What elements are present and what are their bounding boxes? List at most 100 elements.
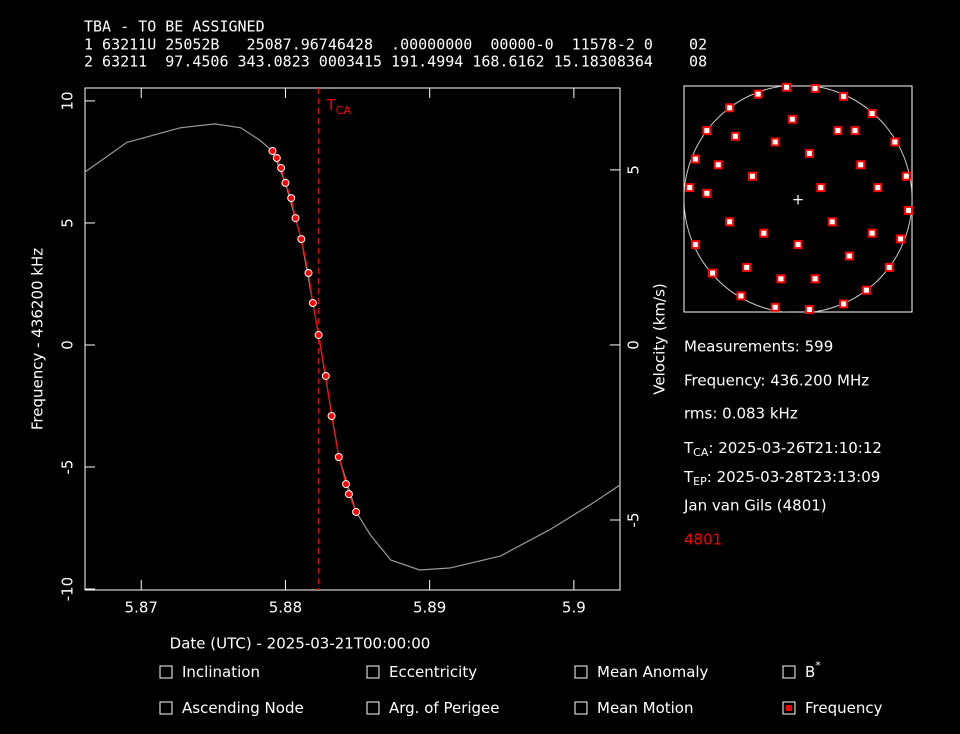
tep-t: T [683, 468, 694, 486]
checkbox-label[interactable]: Mean Anomaly [597, 663, 709, 681]
sky-point [747, 171, 757, 181]
measurement [281, 178, 290, 187]
checkbox-label-text[interactable]: Eccentricity [389, 663, 477, 681]
tep-sub: EP [693, 475, 707, 488]
checkbox-label[interactable]: Arg. of Perigee [389, 699, 500, 717]
measurement [352, 507, 361, 516]
checkbox[interactable]: Mean Anomaly [574, 663, 709, 681]
sky-point [787, 114, 797, 124]
checkbox-check[interactable] [786, 705, 792, 711]
measurement [308, 299, 317, 308]
sky-point [770, 302, 780, 312]
checkbox-label[interactable]: Inclination [182, 663, 260, 681]
checkbox-box[interactable] [366, 665, 380, 679]
checkbox[interactable]: Mean Motion [574, 699, 694, 717]
sky-point [827, 217, 837, 227]
checkbox-box[interactable] [574, 665, 588, 679]
checkbox-label[interactable]: Eccentricity [389, 663, 477, 681]
checkbox-label-text[interactable]: Mean Motion [597, 699, 694, 717]
y2-tick-label: -5 [625, 513, 643, 528]
y-axis-label: Frequency - 436200 kHz [29, 248, 47, 430]
x-axis-label: Date (UTC) - 2025-03-21T00:00:00 [170, 635, 431, 653]
tep-text: : 2025-03-28T23:13:09 [707, 468, 881, 486]
fit-line [271, 150, 357, 513]
info-observer: Jan van Gils (4801) [683, 497, 827, 515]
tle-title: TBA - TO BE ASSIGNED [84, 18, 265, 36]
measurement [314, 330, 323, 339]
measurement [304, 268, 313, 277]
measurement [268, 146, 277, 155]
checkbox-label-text[interactable]: Arg. of Perigee [389, 699, 500, 717]
sky-point [793, 240, 803, 250]
sky-point [776, 274, 786, 284]
checkbox-box[interactable] [782, 665, 796, 679]
measurement [272, 154, 281, 163]
checkbox-label-text[interactable]: Ascending Node [182, 699, 304, 717]
tca-label: TCA [326, 96, 352, 118]
measurement [344, 490, 353, 499]
sky-point [690, 240, 700, 250]
checkbox-label[interactable]: Ascending Node [182, 699, 304, 717]
checkbox-label[interactable]: Mean Motion [597, 699, 694, 717]
info-site: 4801 [684, 531, 722, 549]
checkbox-label-text[interactable]: B [805, 663, 815, 681]
sky-point [867, 109, 877, 118]
sky-point [810, 274, 820, 284]
sky-point [850, 126, 860, 136]
checkbox-box[interactable] [159, 665, 173, 679]
sky-point [873, 183, 883, 193]
measurement [291, 214, 300, 223]
checkbox-label-sup[interactable]: * [815, 659, 821, 672]
checkbox-box[interactable] [782, 701, 796, 715]
checkbox[interactable]: Arg. of Perigee [366, 699, 500, 717]
checkbox-box[interactable] [366, 701, 380, 715]
y-tick-label: 10 [59, 91, 77, 110]
sky-point [861, 285, 871, 295]
y2-axis-label: Velocity (km/s) [651, 283, 669, 394]
checkbox[interactable]: Ascending Node [159, 699, 304, 717]
sky-point [810, 83, 820, 93]
checkbox[interactable]: Eccentricity [366, 663, 477, 681]
measurement [342, 480, 351, 489]
y2-tick-label: 5 [625, 165, 643, 175]
checkbox-label-text[interactable]: Frequency [805, 699, 883, 717]
info-tca: TCA: 2025-03-26T21:10:12 [683, 439, 882, 460]
x-tick-label: 5.87 [125, 599, 158, 617]
sky-center: + [792, 191, 805, 209]
checkbox-box[interactable] [159, 701, 173, 715]
sky-point [730, 131, 740, 141]
sky-point [901, 171, 911, 181]
y-tick-label: 0 [59, 340, 77, 350]
measurement [287, 194, 296, 203]
x-tick-label: 5.9 [562, 599, 586, 617]
measurement [327, 411, 336, 420]
sky-point [725, 217, 735, 227]
sky-point [890, 137, 900, 147]
checkbox[interactable]: Frequency [782, 699, 883, 717]
sky-point [770, 137, 780, 147]
checkbox[interactable]: B* [782, 659, 821, 681]
measurement [321, 371, 330, 380]
checkbox-label-text[interactable]: Inclination [182, 663, 260, 681]
info-tep: TEP: 2025-03-28T23:13:09 [683, 468, 880, 489]
tca-text: : 2025-03-26T21:10:12 [708, 439, 882, 457]
measurement [297, 235, 306, 244]
sky-point [736, 291, 746, 301]
checkbox-label[interactable]: B* [805, 659, 821, 681]
info-frequency: Frequency: 436.200 MHz [684, 372, 869, 390]
sky-point [713, 160, 723, 170]
sky-point [867, 228, 877, 238]
sky-point [702, 188, 712, 198]
sky-point [833, 126, 843, 136]
checkbox-label-text[interactable]: Mean Anomaly [597, 663, 709, 681]
sky-point [725, 103, 735, 113]
tle-line2: 2 63211 97.4506 343.0823 0003415 191.499… [84, 53, 707, 71]
sky-point [685, 183, 695, 193]
checkbox-label[interactable]: Frequency [805, 699, 883, 717]
y-tick-label: -10 [59, 577, 77, 602]
y-tick-label: 5 [59, 218, 77, 228]
tca-sub: CA [693, 446, 709, 459]
checkbox-box[interactable] [574, 701, 588, 715]
checkbox[interactable]: Inclination [159, 663, 260, 681]
